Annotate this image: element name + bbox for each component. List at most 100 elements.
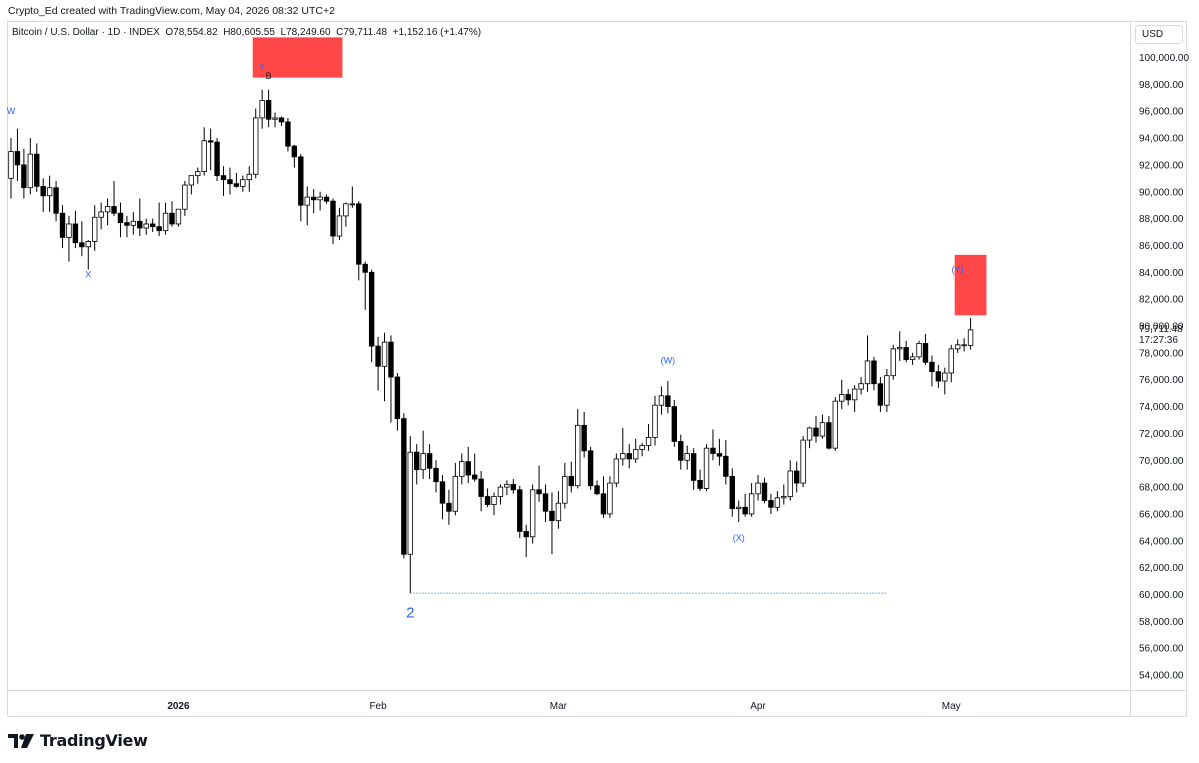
candle-down[interactable] bbox=[169, 212, 175, 225]
tradingview-logo[interactable]: TradingView bbox=[8, 731, 148, 750]
candle-up[interactable] bbox=[98, 211, 104, 218]
candle-down[interactable] bbox=[877, 383, 884, 406]
candle-up[interactable] bbox=[607, 482, 613, 515]
candle-down[interactable] bbox=[581, 424, 587, 452]
candle-up[interactable] bbox=[658, 395, 665, 406]
candle-down[interactable] bbox=[34, 153, 40, 187]
candle-up[interactable] bbox=[755, 482, 761, 495]
candle-down[interactable] bbox=[53, 187, 59, 214]
candle-up[interactable] bbox=[459, 461, 465, 477]
candle-down[interactable] bbox=[117, 212, 124, 224]
candle-up[interactable] bbox=[967, 329, 974, 346]
candle-up[interactable] bbox=[240, 179, 246, 187]
candle-up[interactable] bbox=[504, 484, 510, 488]
candle-up[interactable] bbox=[259, 100, 265, 119]
candle-down[interactable] bbox=[310, 196, 317, 201]
candle-down[interactable] bbox=[761, 482, 768, 501]
currency-button[interactable]: USD bbox=[1135, 25, 1183, 44]
candle-up[interactable] bbox=[897, 347, 903, 350]
candle-down[interactable] bbox=[678, 441, 684, 461]
candle-up[interactable] bbox=[497, 486, 504, 497]
candle-down[interactable] bbox=[330, 200, 336, 237]
candle-down[interactable] bbox=[79, 242, 85, 248]
candle-down[interactable] bbox=[356, 203, 362, 265]
candle-up[interactable] bbox=[851, 388, 858, 401]
candle-up[interactable] bbox=[343, 203, 349, 217]
candle-down[interactable] bbox=[265, 100, 272, 120]
candle-down[interactable] bbox=[594, 485, 600, 495]
candle-up[interactable] bbox=[832, 400, 839, 449]
candle-down[interactable] bbox=[587, 450, 594, 487]
candle-down[interactable] bbox=[227, 179, 233, 185]
candle-down[interactable] bbox=[220, 175, 227, 181]
candle-down[interactable] bbox=[871, 360, 877, 385]
candle-down[interactable] bbox=[149, 223, 156, 228]
candle-up[interactable] bbox=[787, 470, 793, 497]
candle-up[interactable] bbox=[246, 173, 252, 181]
candle-down[interactable] bbox=[542, 493, 549, 512]
candle-up[interactable] bbox=[864, 360, 871, 385]
candle-down[interactable] bbox=[929, 361, 935, 373]
candle-up[interactable] bbox=[942, 372, 948, 382]
candle-down[interactable] bbox=[414, 451, 420, 471]
candle-up[interactable] bbox=[916, 343, 922, 358]
candle-up[interactable] bbox=[645, 437, 652, 446]
candle-up[interactable] bbox=[806, 427, 813, 441]
candle-up[interactable] bbox=[684, 453, 690, 461]
chart-frame[interactable] bbox=[7, 21, 1187, 717]
candle-up[interactable] bbox=[253, 117, 259, 175]
candle-up[interactable] bbox=[162, 212, 169, 232]
candle-up[interactable] bbox=[961, 344, 967, 347]
candle-up[interactable] bbox=[349, 203, 356, 206]
target-zone[interactable] bbox=[252, 37, 343, 78]
candle-down[interactable] bbox=[401, 418, 407, 555]
candle-down[interactable] bbox=[278, 117, 285, 123]
candle-up[interactable] bbox=[304, 196, 310, 206]
candle-down[interactable] bbox=[729, 475, 735, 509]
candle-down[interactable] bbox=[671, 406, 678, 442]
candle-up[interactable] bbox=[800, 439, 806, 484]
candle-down[interactable] bbox=[156, 226, 162, 232]
candle-up[interactable] bbox=[104, 206, 111, 213]
candle-up[interactable] bbox=[529, 489, 536, 538]
candle-up[interactable] bbox=[575, 424, 581, 487]
candle-up[interactable] bbox=[819, 422, 826, 437]
candle-up[interactable] bbox=[562, 475, 568, 504]
candle-up[interactable] bbox=[85, 241, 91, 248]
candle-down[interactable] bbox=[716, 453, 723, 457]
candle-up[interactable] bbox=[46, 187, 53, 197]
candle-down[interactable] bbox=[394, 376, 401, 420]
candle-down[interactable] bbox=[40, 185, 46, 197]
candle-up[interactable] bbox=[317, 196, 323, 201]
candle-up[interactable] bbox=[27, 153, 34, 189]
candle-down[interactable] bbox=[21, 164, 27, 189]
candle-down[interactable] bbox=[813, 427, 819, 437]
candle-up[interactable] bbox=[774, 497, 781, 508]
candle-up[interactable] bbox=[613, 458, 620, 484]
candle-down[interactable] bbox=[446, 502, 452, 512]
candle-down[interactable] bbox=[626, 453, 632, 460]
candle-up[interactable] bbox=[188, 175, 195, 186]
candle-up[interactable] bbox=[8, 151, 14, 179]
candle-down[interactable] bbox=[935, 371, 942, 382]
candle-up[interactable] bbox=[195, 171, 201, 177]
candle-up[interactable] bbox=[555, 502, 562, 522]
candle-down[interactable] bbox=[137, 220, 143, 229]
candle-up[interactable] bbox=[130, 220, 137, 226]
candle-up[interactable] bbox=[639, 445, 645, 450]
candle-up[interactable] bbox=[703, 447, 710, 489]
candle-down[interactable] bbox=[510, 484, 517, 491]
candle-down[interactable] bbox=[484, 496, 491, 505]
candle-down[interactable] bbox=[690, 453, 697, 481]
symbol-name[interactable]: Bitcoin / U.S. Dollar · 1D · INDEX bbox=[12, 27, 160, 38]
candle-down[interactable] bbox=[826, 422, 832, 449]
candle-up[interactable] bbox=[201, 140, 207, 173]
candle-down[interactable] bbox=[124, 222, 130, 226]
candle-down[interactable] bbox=[723, 455, 729, 477]
candle-down[interactable] bbox=[233, 183, 240, 187]
candle-up[interactable] bbox=[620, 453, 626, 460]
candle-up[interactable] bbox=[452, 475, 459, 512]
candle-up[interactable] bbox=[491, 496, 497, 505]
target-zone[interactable] bbox=[954, 254, 987, 316]
